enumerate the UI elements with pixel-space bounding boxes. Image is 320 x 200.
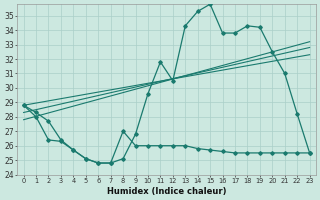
X-axis label: Humidex (Indice chaleur): Humidex (Indice chaleur) <box>107 187 226 196</box>
